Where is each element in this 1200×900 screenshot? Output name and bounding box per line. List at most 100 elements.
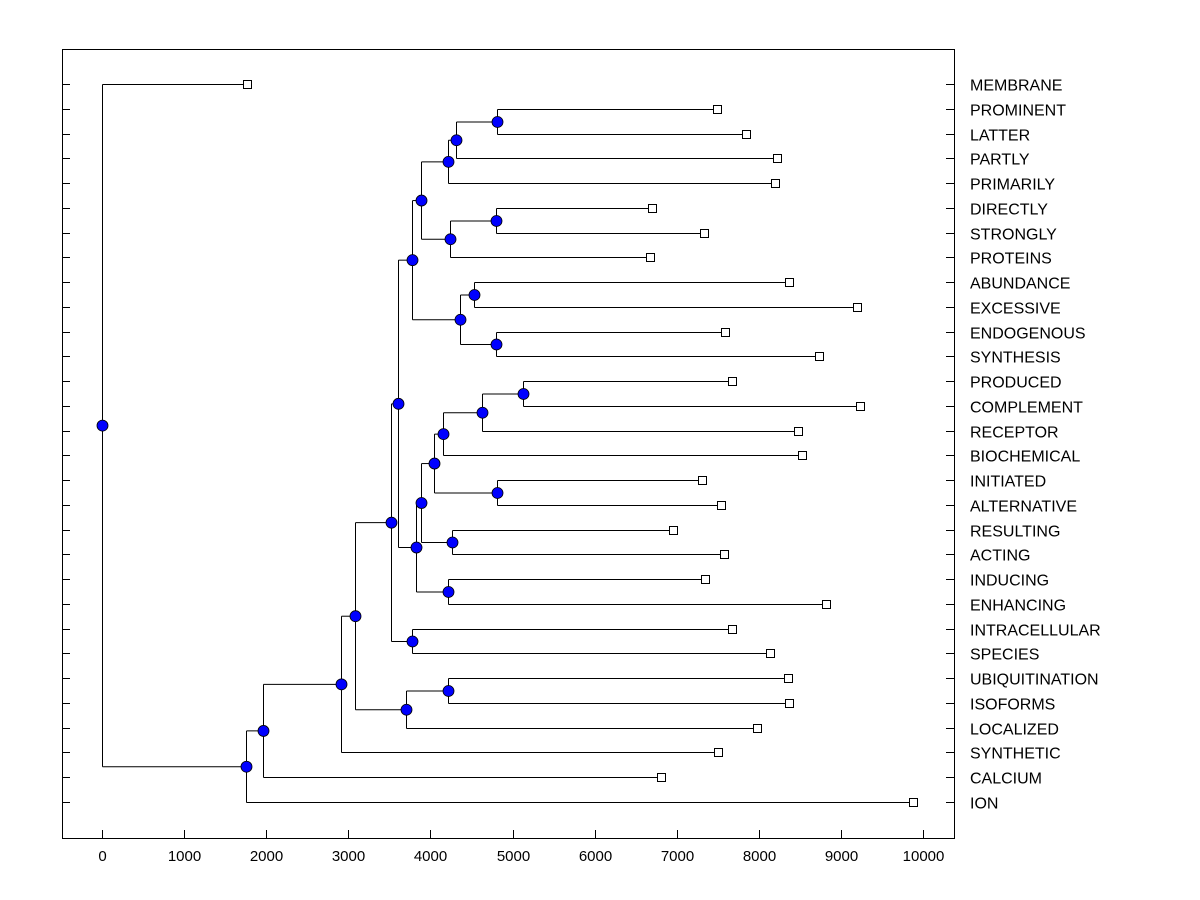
cluster-node-dot (406, 254, 419, 267)
leaf-label: RECEPTOR (970, 425, 1059, 442)
leaf-label: UBIQUITINATION (970, 672, 1099, 689)
leaf-marker-excessive (853, 303, 862, 312)
cluster-node-dot (96, 419, 109, 432)
x-tick-label: 4000 (414, 848, 447, 865)
leaf-marker-complement (856, 402, 865, 411)
leaf-labels: MEMBRANE PROMINENT LATTER PARTLY PRIMARILY DI… (970, 78, 1101, 813)
cluster-node-dot (392, 397, 405, 410)
leaf-marker-intracellular (728, 625, 737, 634)
leaf-marker-synthesis (815, 352, 824, 361)
cluster-node-dot (400, 703, 413, 716)
leaf-marker-ion (909, 798, 918, 807)
leaf-label: LATTER (970, 128, 1030, 145)
y-axis-ticks (62, 84, 954, 803)
cluster-node-dot (444, 233, 457, 246)
cluster-node-dot (335, 678, 348, 691)
x-tick-label: 5000 (497, 848, 530, 865)
leaf-marker-directly (648, 204, 657, 213)
leaf-label: SPECIES (970, 647, 1039, 664)
leaf-marker-latter (742, 130, 751, 139)
leaf-markers (243, 80, 918, 807)
cluster-node-dot (437, 428, 450, 441)
leaf-label: ABUNDANCE (970, 276, 1070, 293)
leaf-marker-primarily (771, 179, 780, 188)
leaf-marker-proteins (646, 253, 655, 262)
cluster-node-dot (428, 457, 441, 470)
cluster-node-dot (490, 338, 503, 351)
cluster-node-dot (442, 155, 455, 168)
leaf-marker-isoforms (785, 699, 794, 708)
leaf-marker-initiated (698, 476, 707, 485)
leaf-marker-calcium (657, 773, 666, 782)
leaf-label: INITIATED (970, 474, 1046, 491)
node-markers (96, 116, 530, 773)
leaf-label: BIOCHEMICAL (970, 449, 1080, 466)
cluster-node-dot (349, 610, 362, 623)
x-tick-label: 7000 (661, 848, 694, 865)
x-tick-label: 10000 (903, 848, 945, 865)
dendrogram-links (102, 84, 914, 803)
leaf-label: SYNTHETIC (970, 746, 1061, 763)
leaf-marker-abundance (785, 278, 794, 287)
leaf-marker-prominent (713, 105, 722, 114)
x-tick-label: 3000 (332, 848, 365, 865)
cluster-node-dot (415, 194, 428, 207)
leaf-marker-produced (728, 377, 737, 386)
leaf-label: INDUCING (970, 573, 1049, 590)
x-tick-label: 2000 (250, 848, 283, 865)
x-axis: 0 1000 2000 3000 4000 5000 6000 7000 8000 9000 100… (98, 830, 944, 865)
cluster-node-dot (442, 586, 455, 598)
leaf-label: EXCESSIVE (970, 301, 1061, 318)
cluster-node-dot (468, 289, 481, 301)
cluster-node-dot (415, 497, 428, 509)
leaf-label: PRIMARILY (970, 177, 1055, 194)
cluster-node-dot (454, 313, 467, 326)
cluster-node-dot (240, 760, 253, 773)
x-tick-label: 8000 (743, 848, 776, 865)
plot-frame (62, 49, 955, 839)
leaf-label: PROMINENT (970, 103, 1066, 120)
cluster-node-dot (257, 725, 270, 737)
leaf-label: PROTEINS (970, 251, 1052, 268)
cluster-node-dot (450, 134, 463, 147)
leaf-label: INTRACELLULAR (970, 623, 1101, 640)
leaf-marker-synthetic (714, 748, 723, 757)
leaf-marker-enhancing (822, 600, 831, 609)
leaf-marker-species (766, 649, 775, 658)
cluster-node-dot (476, 406, 489, 419)
leaf-marker-strongly (700, 229, 709, 238)
leaf-label: PARTLY (970, 152, 1030, 169)
leaf-label: DIRECTLY (970, 202, 1048, 219)
leaf-marker-alternative (717, 501, 726, 510)
cluster-node-dot (385, 516, 398, 529)
cluster-node-dot (446, 536, 459, 549)
leaf-label: COMPLEMENT (970, 400, 1083, 417)
leaf-label: PRODUCED (970, 375, 1062, 392)
leaf-label: MEMBRANE (970, 78, 1062, 95)
leaf-label: ION (970, 796, 998, 813)
leaf-label: ENHANCING (970, 598, 1066, 615)
leaf-label: ISOFORMS (970, 697, 1055, 714)
cluster-node-dot (490, 215, 503, 227)
cluster-node-dot (442, 685, 455, 697)
cluster-node-dot (406, 635, 419, 648)
leaf-label: ACTING (970, 548, 1030, 565)
leaf-marker-acting (720, 550, 729, 559)
leaf-label: LOCALIZED (970, 722, 1059, 739)
cluster-node-dot (517, 388, 530, 400)
leaf-label: ENDOGENOUS (970, 326, 1086, 343)
x-tick-label: 9000 (825, 848, 858, 865)
leaf-marker-endogenous (721, 328, 730, 337)
leaf-marker-receptor (794, 427, 803, 436)
leaf-label: STRONGLY (970, 227, 1057, 244)
leaf-marker-biochemical (798, 451, 807, 460)
leaf-label: ALTERNATIVE (970, 499, 1077, 516)
leaf-marker-partly (773, 154, 782, 163)
cluster-node-dot (491, 487, 504, 499)
leaf-marker-localized (753, 724, 762, 733)
x-tick-label: 6000 (579, 848, 612, 865)
x-tick-label: 1000 (168, 848, 201, 865)
leaf-marker-ubiquitination (784, 674, 793, 683)
x-tick-label: 0 (98, 848, 106, 865)
cluster-node-dot (410, 541, 423, 554)
